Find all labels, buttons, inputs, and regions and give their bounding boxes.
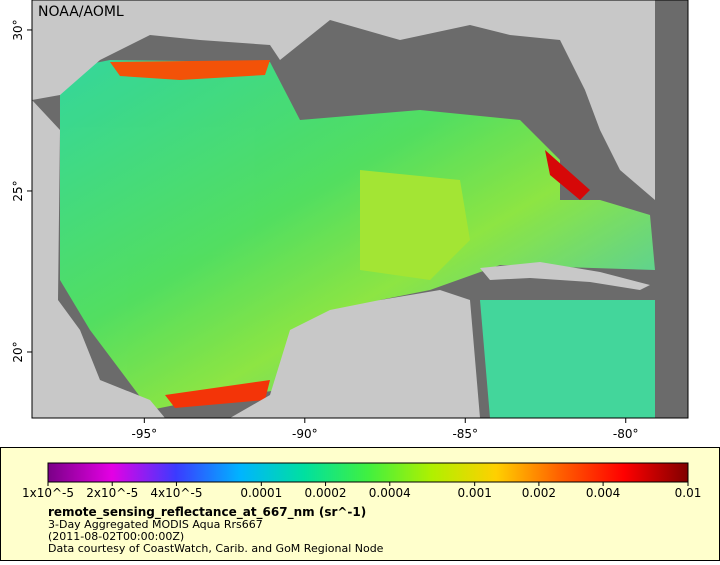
- colorbar-tick-label: 0.0002: [305, 486, 347, 500]
- no-data-strip: [655, 0, 688, 418]
- y-tick-label: 25°: [11, 180, 25, 201]
- x-tick-label: -95°: [132, 427, 158, 441]
- colorbar-tick-label: 0.002: [522, 486, 556, 500]
- y-tick-label: 30°: [11, 19, 25, 40]
- caption-line: Data courtesy of CoastWatch, Carib. and …: [48, 542, 384, 555]
- x-tick-label: -80°: [613, 427, 639, 441]
- colorbar: [47, 462, 689, 483]
- colorbar-tick-label: 1x10^-5: [22, 486, 74, 500]
- x-tick-label: -85°: [452, 427, 478, 441]
- map-title: NOAA/AOML: [38, 4, 124, 20]
- colorbar-tick-label: 0.0001: [240, 486, 282, 500]
- colorbar-tick-label: 0.01: [675, 486, 702, 500]
- map-frame: [31, 0, 689, 419]
- y-tick-label: 20°: [11, 341, 25, 362]
- caption-line: (2011-08-02T00:00:00Z): [48, 530, 184, 543]
- colorbar-tick-label: 2x10^-5: [86, 486, 138, 500]
- x-tick-label: -90°: [292, 427, 318, 441]
- variable-name: remote_sensing_reflectance_at_667_nm (sr…: [48, 505, 366, 520]
- land: [32, 0, 655, 418]
- colorbar-tick-label: 0.004: [586, 486, 620, 500]
- colorbar-tick-label: 4x10^-5: [150, 486, 202, 500]
- colorbar-tick-label: 0.001: [457, 486, 491, 500]
- caption-line: 3-Day Aggregated MODIS Aqua Rrs667: [48, 518, 263, 531]
- colorbar-tick-label: 0.0004: [369, 486, 411, 500]
